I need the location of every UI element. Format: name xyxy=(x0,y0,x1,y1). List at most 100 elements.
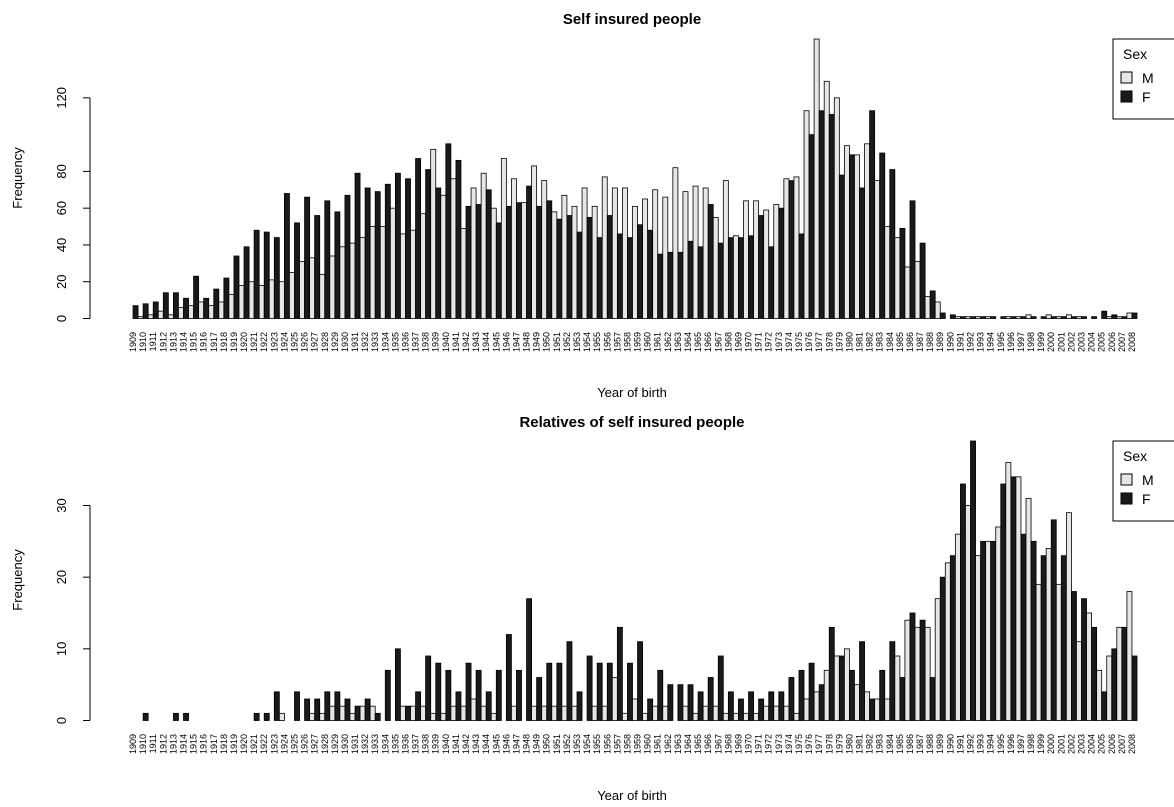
x-tick-label: 1961 xyxy=(653,734,663,754)
x-tick-label: 1910 xyxy=(138,332,148,352)
x-tick-label: 2007 xyxy=(1117,332,1127,352)
x-tick-label: 1932 xyxy=(360,734,370,754)
bar-f-1936 xyxy=(405,705,411,721)
bar-m-2007 xyxy=(1116,316,1123,319)
bar-f-1979 xyxy=(838,655,845,721)
bar-m-1992 xyxy=(965,316,971,319)
bar-m-1963 xyxy=(672,167,679,319)
x-tick-label: 1938 xyxy=(421,734,431,754)
bar-m-1949 xyxy=(531,165,538,319)
x-tick-label: 1920 xyxy=(239,734,249,754)
x-tick-label: 1990 xyxy=(945,332,955,352)
bar-m-1935 xyxy=(389,207,396,319)
bar-m-1966 xyxy=(702,187,709,319)
x-tick-label: 1938 xyxy=(421,332,431,352)
bar-f-1971 xyxy=(758,215,765,319)
bar-f-1960 xyxy=(647,698,654,721)
x-tick-label: 2006 xyxy=(1107,734,1117,754)
bar-m-1988 xyxy=(924,626,931,721)
x-tick-label: 1930 xyxy=(340,734,350,754)
bar-m-2005 xyxy=(1096,669,1103,721)
x-tick-label: 1981 xyxy=(855,332,865,352)
bar-f-2002 xyxy=(1071,591,1077,721)
bar-f-1959 xyxy=(637,641,643,721)
x-tick-label: 1975 xyxy=(794,332,804,352)
bar-m-1933 xyxy=(369,226,376,319)
x-tick-label: 1924 xyxy=(279,734,289,754)
x-tick-label: 1967 xyxy=(713,332,723,352)
bar-m-1928 xyxy=(319,712,326,721)
x-tick-label: 1928 xyxy=(320,734,330,754)
bar-m-1994 xyxy=(985,540,992,721)
x-tick-label: 1980 xyxy=(844,332,854,352)
x-tick-label: 1951 xyxy=(552,332,562,352)
bar-m-1918 xyxy=(218,301,225,319)
x-tick-label: 1947 xyxy=(511,734,521,754)
bar-f-1932 xyxy=(364,698,371,721)
x-tick-label: 1993 xyxy=(976,734,986,754)
x-tick-label: 1943 xyxy=(471,734,481,754)
bar-f-1917 xyxy=(213,288,220,319)
bar-m-2008 xyxy=(1126,312,1133,319)
x-tick-label: 1929 xyxy=(330,332,340,352)
x-tick-label: 1961 xyxy=(653,332,663,352)
bar-m-1954 xyxy=(581,187,588,319)
bar-m-1998 xyxy=(1025,497,1032,721)
bar-m-1920 xyxy=(238,285,245,319)
bar-m-1912 xyxy=(157,310,164,319)
x-tick-label: 2005 xyxy=(1097,332,1107,352)
legend-swatch-f xyxy=(1120,90,1133,103)
x-tick-label: 1928 xyxy=(320,332,330,352)
x-tick-label: 1939 xyxy=(431,734,441,754)
x-tick-label: 2001 xyxy=(1056,332,1066,352)
bar-m-1964 xyxy=(682,191,689,319)
x-tick-label: 1959 xyxy=(633,734,643,754)
bar-f-2006 xyxy=(1111,314,1118,319)
bar-m-1937 xyxy=(410,229,416,319)
bar-f-1992 xyxy=(970,440,976,721)
x-tick-label: 1972 xyxy=(764,332,774,352)
x-tick-label: 1971 xyxy=(754,332,764,352)
panel-2: Relatives of self insured people 0 10 20 30 F… xyxy=(10,414,1174,803)
panel-1: Self insured people 0 20 40 60 80 120 Frequency… xyxy=(10,11,1174,400)
bar-f-1963 xyxy=(677,684,684,721)
bar-f-1991 xyxy=(960,316,966,319)
bar-f-2004 xyxy=(1091,626,1098,721)
x-tick-label: 1989 xyxy=(935,332,945,352)
bar-m-1979 xyxy=(833,97,840,319)
x-tick-label: 1966 xyxy=(703,734,713,754)
x-tick-label: 1979 xyxy=(834,332,844,352)
bar-f-1909 xyxy=(132,305,139,319)
x-tick-label: 1937 xyxy=(411,734,421,754)
bar-m-1922 xyxy=(258,285,265,319)
bar-m-1967 xyxy=(712,216,719,319)
bar-f-1913 xyxy=(173,712,179,721)
legend: Sex MF xyxy=(1112,38,1174,120)
bar-f-1952 xyxy=(566,215,573,319)
bar-m-2000 xyxy=(1045,314,1052,319)
bar-m-1956 xyxy=(601,176,608,319)
y-tick-label: 10 xyxy=(54,642,69,656)
bar-m-1994 xyxy=(985,316,992,319)
bar-m-1938 xyxy=(420,213,427,319)
bar-f-1989 xyxy=(939,312,946,319)
legend-label-m: M xyxy=(1142,70,1154,86)
x-tick-label: 1950 xyxy=(542,734,552,754)
y-axis-label: Frequency xyxy=(10,549,25,611)
bar-f-1931 xyxy=(354,172,361,319)
bar-f-2007 xyxy=(1121,626,1128,721)
x-tick-label: 1964 xyxy=(683,734,693,754)
bar-m-1947 xyxy=(511,178,517,319)
bar-m-2007 xyxy=(1116,626,1123,721)
bar-f-1931 xyxy=(354,705,361,721)
bar-m-1939 xyxy=(430,712,437,721)
bar-f-1980 xyxy=(849,669,855,721)
bar-m-1983 xyxy=(874,180,881,319)
bar-f-1955 xyxy=(596,237,603,319)
bar-f-1941 xyxy=(455,691,462,721)
x-tick-label: 1958 xyxy=(622,734,632,754)
x-tick-label: 1945 xyxy=(491,734,501,754)
y-tick-label: 0 xyxy=(54,315,69,322)
x-tick-label: 1914 xyxy=(178,332,188,352)
bar-m-1997 xyxy=(1015,476,1022,721)
